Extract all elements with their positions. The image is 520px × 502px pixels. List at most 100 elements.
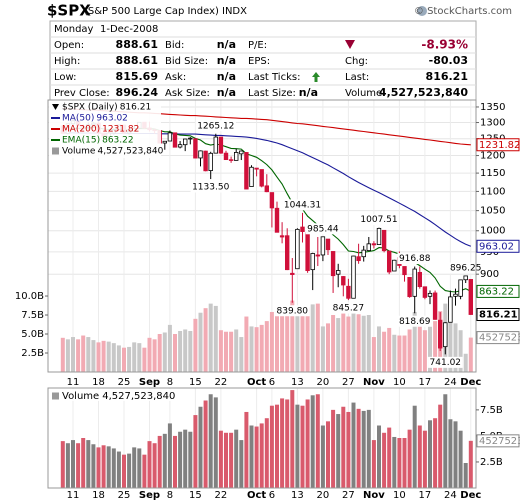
- quote-label: High:: [54, 56, 80, 67]
- volume-bar: [315, 394, 320, 488]
- candle-body: [351, 255, 356, 299]
- volume-bar: [310, 395, 315, 488]
- volume-bar: [371, 440, 376, 488]
- quote-value: 888.61: [116, 38, 158, 51]
- candle-body: [346, 285, 351, 299]
- volume-bar: [387, 427, 392, 488]
- up-arrow: [312, 72, 320, 82]
- volume-overlay-bar: [183, 329, 188, 372]
- volume-bar: [142, 454, 147, 488]
- legend-value: 963.02: [96, 114, 128, 124]
- volume-overlay-bar: [397, 335, 402, 372]
- volume-bar: [224, 432, 228, 488]
- annotation-bg: [397, 315, 432, 327]
- volume-bar: [463, 463, 468, 488]
- annotation-bg: [190, 181, 231, 193]
- price-frame: [47, 99, 477, 373]
- volume-overlay-bar: [60, 337, 65, 372]
- quote-label: Chg:: [345, 56, 368, 67]
- volume-bar: [203, 400, 208, 488]
- legend-value: 1231.82: [102, 125, 139, 135]
- candle-body: [249, 166, 254, 187]
- legend-label: Volume: [62, 391, 99, 402]
- volume-bar: [81, 438, 86, 488]
- x-tick-label: 8: [167, 490, 173, 501]
- volume-bar: [234, 429, 239, 488]
- candle-body: [239, 150, 244, 155]
- y2-tick-label: 7.5B: [21, 310, 44, 321]
- y-tick-label: 1050: [480, 206, 505, 217]
- volume-overlay-bar: [412, 311, 417, 372]
- legend-bg: [49, 389, 189, 401]
- candle-body: [422, 286, 428, 298]
- candle-body: [254, 167, 259, 170]
- volume-overlay-bar: [218, 330, 223, 372]
- candle-body: [417, 271, 422, 288]
- x-tick-label: 15: [189, 490, 202, 501]
- x-tick-label: 13: [291, 377, 304, 388]
- volume-overlay-bar: [122, 347, 126, 372]
- quote-label: Bid:: [165, 40, 184, 51]
- quote-value: -80.03: [429, 54, 468, 67]
- volume-bar: [392, 436, 397, 488]
- volume-overlay-bar: [116, 345, 121, 372]
- annotation-bg: [358, 214, 400, 226]
- candle-body: [458, 279, 463, 297]
- x-tick-label: 13: [291, 490, 304, 501]
- x-tick-label: 27: [342, 490, 355, 501]
- y-tick-label: 1350: [480, 102, 505, 113]
- volume-overlay-bar: [269, 311, 274, 372]
- volume-bar: [341, 406, 346, 488]
- volume-overlay-bar: [203, 308, 208, 372]
- x-tick-label: 17: [419, 490, 432, 501]
- volume-bar: [366, 409, 371, 488]
- value-tag-label: 4527523: [479, 333, 520, 344]
- volume-overlay-bar: [320, 326, 325, 372]
- volume-bar: [407, 429, 412, 488]
- quote-label: Ask:: [165, 72, 186, 83]
- volume-overlay-bar: [137, 343, 142, 372]
- volume-overlay-bar: [259, 324, 264, 372]
- volume-overlay-bar: [448, 321, 453, 372]
- candle-body: [335, 270, 341, 275]
- volume-bar: [417, 425, 422, 488]
- y-tick-label: 1100: [480, 186, 505, 197]
- candle-body: [274, 207, 280, 233]
- volume-overlay-bar: [76, 339, 81, 372]
- quote-value: -8.93%: [421, 38, 468, 52]
- volume-overlay-bar: [239, 337, 244, 372]
- candle-body: [392, 259, 397, 272]
- candle-body: [412, 268, 417, 297]
- annotation: 896.25: [450, 263, 482, 273]
- legend-label: EMA(15): [62, 136, 100, 146]
- volume-overlay-bar: [127, 346, 132, 372]
- volume-bar: [239, 440, 244, 488]
- volume-overlay-bar: [468, 337, 473, 372]
- volume-overlay-bar: [208, 303, 213, 372]
- legend-value: 4,527,523,840: [97, 147, 163, 157]
- candle-body: [182, 138, 188, 146]
- volume-bar: [422, 430, 427, 488]
- value-tag: [476, 331, 520, 345]
- volume-bar: [438, 404, 443, 488]
- y-tick-label: 900: [480, 269, 499, 280]
- x-tick-label: 18: [92, 490, 105, 501]
- annotation: 1265.12: [197, 121, 234, 131]
- x-tick-label: 8: [167, 377, 173, 388]
- candle-body: [203, 150, 208, 172]
- volume-overlay-bar: [264, 321, 269, 372]
- value-tag: [476, 138, 520, 152]
- value-tag-label: 1231.82: [479, 140, 520, 151]
- volume-bar: [198, 406, 203, 488]
- volume-bar: [86, 440, 91, 488]
- volume-bar: [111, 448, 116, 488]
- quote-value: n/a: [299, 86, 318, 99]
- volume-bar: [193, 415, 198, 488]
- x-tick-label: 22: [215, 490, 228, 501]
- quote-label: Low:: [54, 72, 77, 83]
- candle-body: [162, 140, 167, 144]
- legend-icon: [52, 392, 59, 400]
- value-tag: [476, 239, 520, 253]
- quote-box: [49, 20, 477, 102]
- volume-bar: [167, 423, 172, 488]
